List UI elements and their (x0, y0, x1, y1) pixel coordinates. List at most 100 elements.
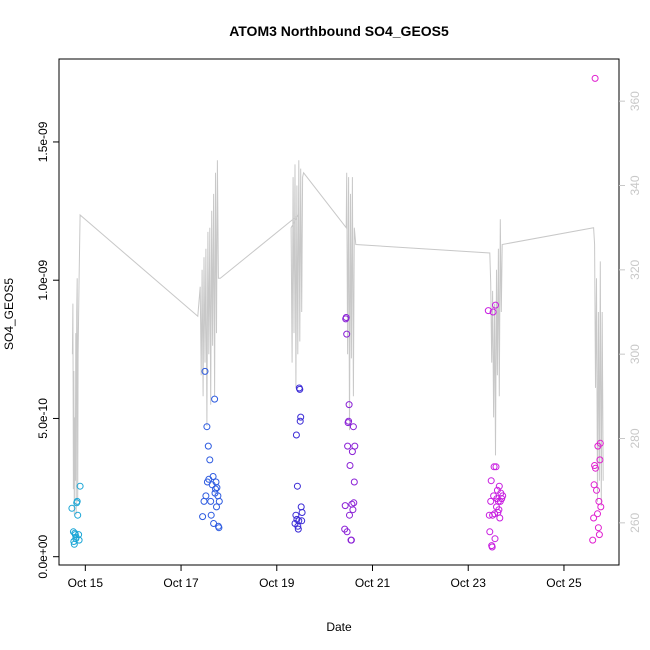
data-point (293, 515, 301, 523)
y-tick-label: 5.0e-10 (36, 398, 50, 439)
y2-tick-label: 280 (628, 428, 642, 448)
y-axis: 0.0e+00 5.0e-10 1.0e-09 1.5e-09 (36, 121, 59, 579)
data-point (496, 514, 504, 522)
y2-tick-label: 300 (628, 344, 642, 364)
data-point (343, 528, 351, 536)
x-tick-label: Oct 15 (68, 576, 104, 590)
data-point (489, 308, 497, 316)
data-point (594, 510, 601, 518)
data-point (203, 423, 211, 431)
data-point (487, 497, 495, 505)
data-point (68, 504, 76, 512)
data-point (349, 506, 357, 514)
y-tick-label: 0.0e+00 (36, 535, 50, 579)
data-point (345, 401, 353, 409)
data-point (212, 485, 219, 493)
x-tick-label: Oct 19 (259, 576, 295, 590)
data-point (202, 492, 210, 500)
line-series (71, 160, 604, 515)
data-point (490, 463, 498, 471)
y2-axis: 260 280 300 320 340 360 (619, 91, 642, 533)
data-point (201, 367, 209, 375)
data-point (296, 385, 304, 393)
x-tick-label: Oct 17 (163, 576, 199, 590)
data-point (209, 473, 217, 480)
data-point (590, 514, 598, 522)
data-point (596, 456, 604, 464)
x-tick-label: Oct 21 (355, 576, 391, 590)
data-point (73, 497, 81, 505)
y2-tick-label: 320 (628, 260, 642, 280)
data-point (342, 314, 350, 321)
line-layer (71, 160, 604, 515)
data-point (344, 442, 352, 450)
data-point (345, 417, 353, 425)
data-point (499, 492, 507, 500)
data-point (213, 503, 220, 511)
data-point (297, 503, 305, 511)
y2-tick-label: 340 (628, 175, 642, 195)
data-point (207, 497, 215, 505)
data-point (206, 456, 214, 464)
data-point (346, 462, 354, 469)
data-point (295, 517, 303, 525)
data-point (351, 442, 359, 450)
data-point (484, 307, 492, 315)
data-point (596, 439, 604, 447)
data-point (591, 74, 599, 82)
data-point (294, 525, 302, 533)
data-point (215, 497, 223, 505)
data-point (595, 531, 603, 539)
data-point (341, 502, 349, 510)
x-axis: Oct 15 Oct 17 Oct 19 Oct 21 Oct 23 Oct 25 (68, 565, 582, 590)
data-point (347, 536, 355, 544)
data-point (488, 543, 496, 551)
data-point (296, 417, 304, 425)
x-tick-label: Oct 23 (451, 576, 487, 590)
y-axis-label: SO4_GEOS5 (2, 278, 16, 350)
y-tick-label: 1.0e-09 (36, 260, 50, 301)
data-point (495, 482, 503, 490)
data-point (491, 535, 499, 543)
y2-tick-label: 360 (628, 91, 642, 111)
data-point (487, 477, 495, 485)
y-tick-label: 1.5e-09 (36, 121, 50, 162)
data-point (343, 330, 351, 338)
chart-title: ATOM3 Northbound SO4_GEOS5 (229, 23, 449, 39)
data-point (348, 500, 356, 508)
data-point (215, 524, 223, 532)
data-point (293, 482, 301, 490)
data-point (213, 484, 221, 492)
data-point (199, 513, 207, 521)
x-axis-label: Date (326, 620, 352, 634)
data-point (74, 511, 82, 519)
data-point (297, 413, 305, 421)
data-point (486, 528, 494, 536)
data-point (597, 503, 605, 511)
data-point (492, 463, 500, 471)
data-point (204, 442, 212, 450)
data-point (298, 509, 306, 516)
plot-frame (58, 58, 620, 566)
y2-tick-label: 260 (628, 513, 642, 533)
data-point (292, 511, 300, 519)
data-point (76, 482, 84, 490)
data-point (592, 464, 599, 472)
data-point (350, 499, 358, 507)
data-point (495, 506, 503, 514)
data-point (492, 301, 499, 309)
data-point (207, 511, 215, 519)
points-layer (68, 74, 605, 551)
data-point (211, 395, 219, 403)
data-point (594, 524, 602, 532)
data-point (491, 510, 499, 518)
data-point (349, 423, 357, 431)
data-point (298, 517, 306, 525)
data-point (350, 478, 358, 486)
data-point (292, 431, 300, 439)
data-point (346, 511, 353, 519)
data-point (489, 511, 497, 519)
data-point (75, 536, 83, 544)
data-point (593, 486, 600, 494)
